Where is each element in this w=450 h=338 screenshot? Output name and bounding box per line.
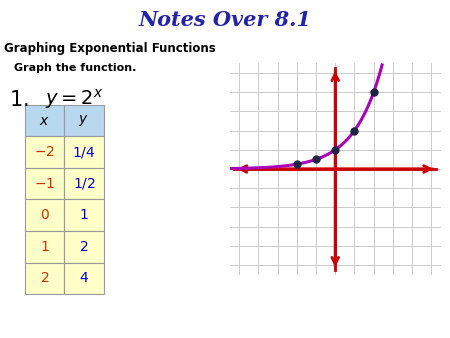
Text: $1/2$: $1/2$: [72, 176, 95, 191]
Bar: [64, 231, 104, 263]
Text: $y$: $y$: [78, 113, 89, 128]
Bar: [64, 199, 104, 231]
Point: [351, 128, 358, 133]
Point: [332, 147, 339, 152]
Point: [293, 162, 301, 167]
Text: $4$: $4$: [79, 271, 89, 285]
Text: $0$: $0$: [40, 208, 50, 222]
Text: $1.$: $1.$: [9, 90, 29, 110]
Point: [370, 89, 377, 95]
Text: $-1$: $-1$: [34, 177, 55, 191]
Text: Graph the function.: Graph the function.: [14, 63, 136, 73]
Point: [312, 157, 319, 162]
Bar: [25, 136, 64, 168]
Text: $y = 2^x$: $y = 2^x$: [45, 87, 104, 111]
Text: $1$: $1$: [40, 240, 49, 254]
Bar: [25, 263, 64, 294]
Text: $-2$: $-2$: [34, 145, 55, 159]
Bar: [64, 168, 104, 199]
Text: $x$: $x$: [39, 114, 50, 127]
Text: $1$: $1$: [79, 208, 89, 222]
Text: Graphing Exponential Functions: Graphing Exponential Functions: [4, 42, 216, 55]
Text: $1/4$: $1/4$: [72, 145, 95, 160]
Bar: [25, 199, 64, 231]
Bar: [64, 105, 104, 136]
Bar: [25, 231, 64, 263]
Text: $2$: $2$: [79, 240, 89, 254]
Bar: [64, 136, 104, 168]
Bar: [64, 263, 104, 294]
Bar: [25, 168, 64, 199]
Bar: [25, 105, 64, 136]
Text: $2$: $2$: [40, 271, 49, 285]
Text: Notes Over 8.1: Notes Over 8.1: [139, 10, 311, 30]
